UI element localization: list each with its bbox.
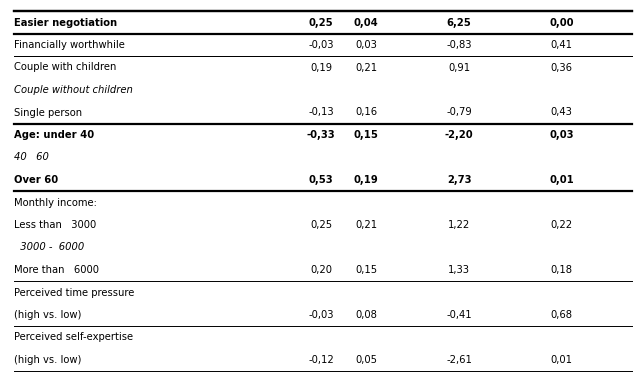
Text: Couple without children: Couple without children — [14, 85, 133, 95]
Text: -2,61: -2,61 — [446, 355, 472, 365]
Text: 0,91: 0,91 — [448, 63, 470, 72]
Text: 0,01: 0,01 — [550, 175, 574, 185]
Text: More than   6000: More than 6000 — [14, 265, 99, 275]
Text: -0,12: -0,12 — [308, 355, 334, 365]
Text: Financially worthwhile: Financially worthwhile — [14, 40, 125, 50]
Text: Over 60: Over 60 — [14, 175, 58, 185]
Text: (high vs. low): (high vs. low) — [14, 310, 82, 320]
Text: Perceived self-expertise: Perceived self-expertise — [14, 333, 134, 342]
Text: -0,03: -0,03 — [308, 40, 334, 50]
Text: 0,03: 0,03 — [355, 40, 377, 50]
Text: -0,83: -0,83 — [446, 40, 472, 50]
Text: 0,21: 0,21 — [355, 63, 377, 72]
Text: 40   60: 40 60 — [14, 153, 49, 162]
Text: 0,21: 0,21 — [355, 220, 377, 230]
Text: 2,73: 2,73 — [447, 175, 471, 185]
Text: 0,25: 0,25 — [310, 220, 332, 230]
Text: 1,33: 1,33 — [448, 265, 470, 275]
Text: Less than   3000: Less than 3000 — [14, 220, 96, 230]
Text: -0,33: -0,33 — [307, 130, 335, 140]
Text: 0,36: 0,36 — [551, 63, 573, 72]
Text: 0,41: 0,41 — [551, 40, 573, 50]
Text: 0,20: 0,20 — [310, 265, 332, 275]
Text: 0,15: 0,15 — [354, 130, 378, 140]
Text: Monthly income:: Monthly income: — [14, 198, 97, 207]
Text: 0,03: 0,03 — [550, 130, 574, 140]
Text: (high vs. low): (high vs. low) — [14, 355, 82, 365]
Text: 3000 -  6000: 3000 - 6000 — [14, 243, 84, 252]
Text: 0,22: 0,22 — [551, 220, 573, 230]
Text: 0,53: 0,53 — [309, 175, 333, 185]
Text: -0,03: -0,03 — [308, 310, 334, 320]
Text: 0,01: 0,01 — [551, 355, 573, 365]
Text: 0,16: 0,16 — [355, 108, 377, 117]
Text: 0,15: 0,15 — [355, 265, 377, 275]
Text: 0,00: 0,00 — [550, 18, 574, 27]
Text: -0,79: -0,79 — [446, 108, 472, 117]
Text: Couple with children: Couple with children — [14, 63, 116, 72]
Text: 6,25: 6,25 — [447, 18, 471, 27]
Text: -0,41: -0,41 — [446, 310, 472, 320]
Text: 0,19: 0,19 — [310, 63, 332, 72]
Text: 0,04: 0,04 — [354, 18, 378, 27]
Text: Perceived time pressure: Perceived time pressure — [14, 288, 135, 297]
Text: -0,13: -0,13 — [308, 108, 334, 117]
Text: 0,18: 0,18 — [551, 265, 573, 275]
Text: 0,05: 0,05 — [355, 355, 377, 365]
Text: 0,19: 0,19 — [354, 175, 378, 185]
Text: Age: under 40: Age: under 40 — [14, 130, 94, 140]
Text: 0,43: 0,43 — [551, 108, 573, 117]
Text: 0,08: 0,08 — [355, 310, 377, 320]
Text: Single person: Single person — [14, 108, 82, 117]
Text: 0,68: 0,68 — [551, 310, 573, 320]
Text: 0,25: 0,25 — [309, 18, 333, 27]
Text: 1,22: 1,22 — [448, 220, 470, 230]
Text: Easier negotiation: Easier negotiation — [14, 18, 117, 27]
Text: -2,20: -2,20 — [445, 130, 473, 140]
